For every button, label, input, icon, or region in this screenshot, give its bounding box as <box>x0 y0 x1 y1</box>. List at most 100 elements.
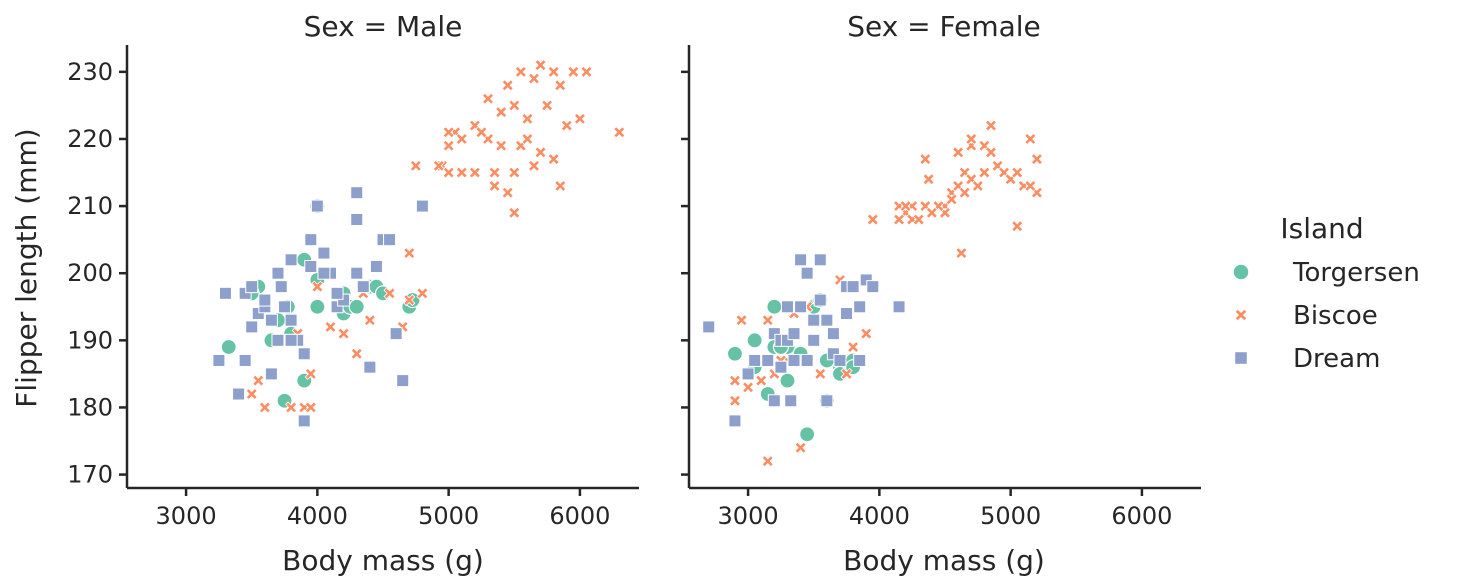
point-dream <box>297 414 311 428</box>
point-dream <box>794 300 808 314</box>
point-biscoe <box>1011 220 1024 233</box>
point-dream <box>278 300 292 314</box>
y-axis-label: Flipper length (mm) <box>10 128 43 407</box>
panel-title-female: Sex = Female <box>847 10 1041 43</box>
point-biscoe <box>899 200 912 213</box>
y-tick-label: 230 <box>67 58 113 86</box>
point-dream <box>826 327 840 341</box>
point-dream <box>284 253 298 267</box>
panel-female: Sex = Female 3000 4000 5000 6000 Body mass … <box>681 10 1201 577</box>
point-torgersen <box>220 338 237 356</box>
point-biscoe <box>508 206 521 219</box>
point-dream <box>264 313 278 327</box>
point-dream <box>892 300 906 314</box>
x-tick-label: 6000 <box>549 502 610 530</box>
point-biscoe <box>580 65 593 78</box>
point-dream <box>784 394 798 408</box>
point-biscoe <box>488 179 501 193</box>
point-torgersen <box>746 332 763 349</box>
point-dream <box>284 313 298 327</box>
point-biscoe <box>742 381 755 394</box>
point-biscoe <box>383 287 396 300</box>
panel-title-male: Sex = Male <box>304 10 463 43</box>
point-biscoe <box>324 320 337 333</box>
point-dream <box>820 313 834 327</box>
point-dream <box>317 266 331 280</box>
point-biscoe <box>475 126 488 139</box>
x-tick-label: 4000 <box>849 502 910 530</box>
point-torgersen <box>799 426 816 443</box>
point-dream <box>853 353 867 367</box>
point-dream <box>317 246 331 260</box>
x-tick-label: 3000 <box>718 502 779 530</box>
point-biscoe <box>728 394 742 407</box>
point-dream <box>383 233 397 247</box>
point-dream <box>304 233 318 247</box>
point-biscoe <box>432 159 445 172</box>
point-dream <box>787 327 801 341</box>
panel-male-marks <box>212 59 626 428</box>
point-biscoe <box>1011 166 1024 179</box>
point-biscoe <box>847 340 860 354</box>
point-dream <box>356 280 370 294</box>
point-dream <box>396 374 410 388</box>
point-biscoe <box>527 72 541 85</box>
point-biscoe <box>252 374 265 387</box>
point-biscoe <box>442 126 455 139</box>
y-tick-label: 180 <box>67 393 113 421</box>
point-biscoe <box>258 401 271 414</box>
point-biscoe <box>892 213 906 226</box>
point-dream <box>274 280 288 294</box>
point-dream <box>218 286 232 300</box>
point-biscoe <box>442 139 455 152</box>
point-biscoe <box>955 247 968 260</box>
point-biscoe <box>761 455 774 468</box>
point-dream <box>780 300 794 314</box>
point-biscoe <box>547 65 560 78</box>
point-biscoe <box>541 99 554 112</box>
point-dream <box>212 353 226 367</box>
point-biscoe <box>245 387 258 401</box>
point-dream <box>232 387 246 401</box>
point-biscoe <box>508 166 521 179</box>
point-dream <box>245 280 259 294</box>
point-biscoe <box>814 367 827 380</box>
point-biscoe <box>521 112 534 125</box>
point-dream <box>702 320 716 334</box>
point-biscoe <box>1030 153 1043 166</box>
point-dream <box>840 306 854 320</box>
point-dream <box>787 353 801 367</box>
point-dream <box>284 333 298 347</box>
y-tick-label: 210 <box>67 192 113 220</box>
point-biscoe <box>521 132 534 146</box>
point-biscoe <box>978 166 991 179</box>
point-biscoe <box>468 166 481 179</box>
y-tick-label: 170 <box>67 461 113 489</box>
legend-label-torgersen: Torgersen <box>1292 258 1420 288</box>
legend-label-biscoe: Biscoe <box>1293 301 1378 331</box>
point-dream <box>748 353 762 367</box>
y-tick-label: 220 <box>67 125 113 153</box>
point-dream <box>866 280 880 294</box>
point-biscoe <box>547 153 560 166</box>
point-dream <box>258 293 272 307</box>
point-biscoe <box>350 347 363 360</box>
point-dream <box>264 367 278 381</box>
point-biscoe <box>919 153 932 166</box>
point-dream <box>794 253 808 267</box>
point-biscoe <box>455 166 468 179</box>
point-biscoe <box>1024 132 1037 146</box>
point-torgersen <box>348 298 365 315</box>
point-biscoe <box>554 179 567 193</box>
x-tick-label: 5000 <box>980 502 1041 530</box>
panel-male-ticks: 3000 4000 5000 6000 170 180 190 200 210 220 230 <box>67 58 610 530</box>
point-biscoe <box>311 280 324 293</box>
point-biscoe <box>925 206 938 219</box>
legend-label-dream: Dream <box>1293 344 1380 374</box>
point-dream <box>369 260 383 273</box>
point-dream <box>350 266 364 280</box>
point-dream <box>310 199 324 213</box>
point-biscoe <box>534 146 547 159</box>
x-tick-label: 6000 <box>1111 502 1172 530</box>
